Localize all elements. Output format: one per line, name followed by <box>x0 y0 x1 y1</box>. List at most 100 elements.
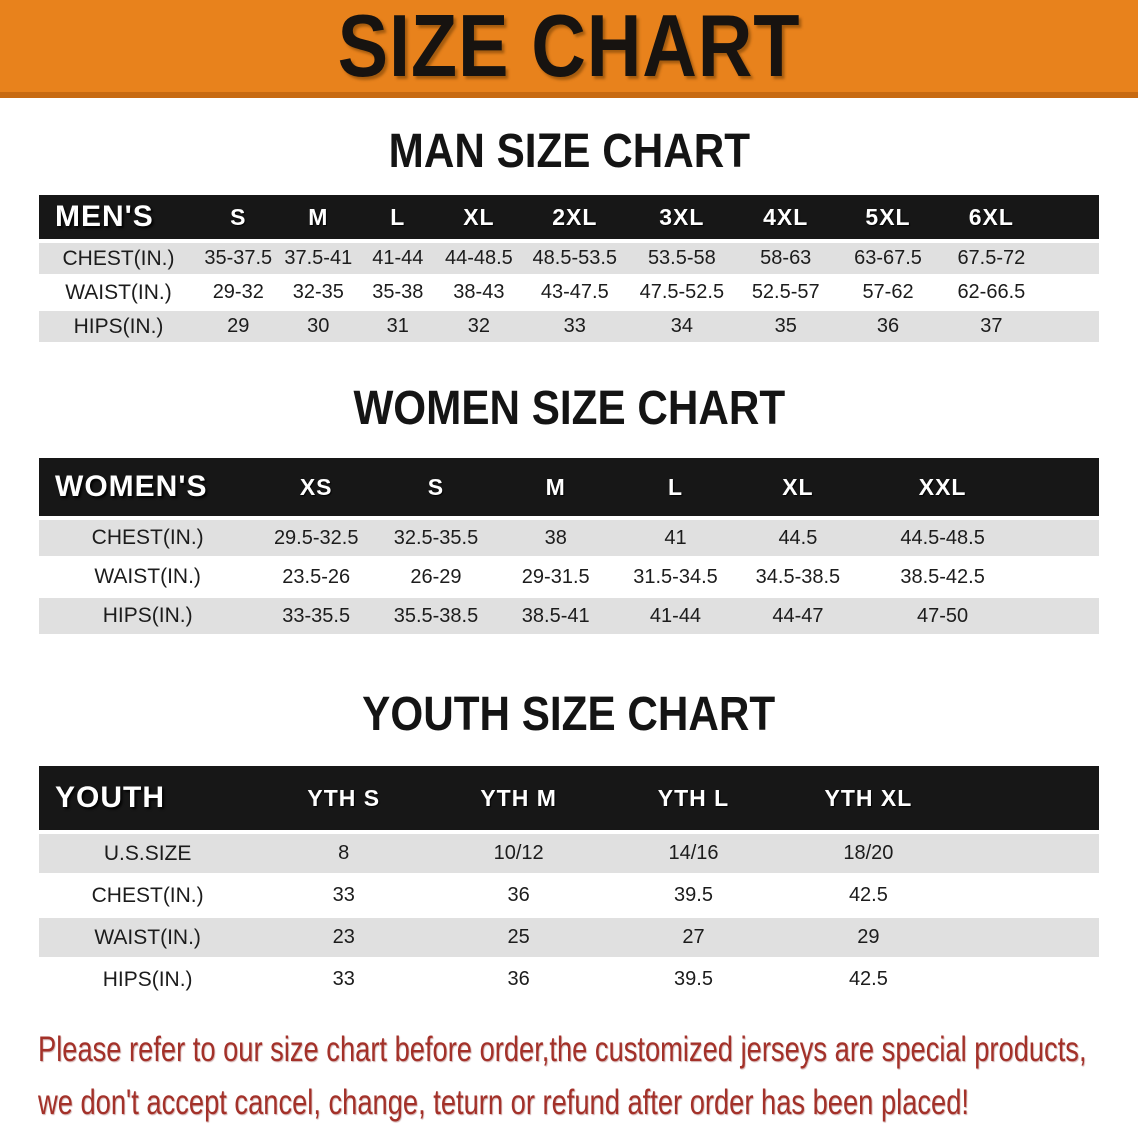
value-cell: 29.5-32.5 <box>256 520 377 559</box>
value-cell: 31 <box>358 311 438 345</box>
spacer-cell <box>1043 277 1099 311</box>
spacer-cell <box>955 876 1099 918</box>
value-cell: 30 <box>278 311 359 345</box>
row-label-cell: WAIST(IN.) <box>39 918 257 960</box>
value-cell: 38.5-42.5 <box>860 559 1025 598</box>
value-cell: 44.5-48.5 <box>860 520 1025 559</box>
table-row: HIPS(IN.) 33 36 39.5 42.5 <box>39 960 1099 1002</box>
table-row: HIPS(IN.) 29 30 31 32 33 34 35 36 37 <box>39 311 1099 345</box>
value-cell: 44-48.5 <box>437 243 521 277</box>
row-label-cell: WAIST(IN.) <box>39 277 198 311</box>
table-row: WAIST(IN.) 29-32 32-35 35-38 38-43 43-47… <box>39 277 1099 311</box>
spacer-cell <box>1043 195 1099 243</box>
value-cell: 41-44 <box>358 243 438 277</box>
row-label-cell: CHEST(IN.) <box>39 520 257 559</box>
value-cell: 41 <box>615 520 736 559</box>
size-header-cell: YTH S <box>256 766 432 834</box>
youth-section-title-text: YOUTH SIZE CHART <box>362 688 776 741</box>
spacer-cell <box>1024 520 1099 559</box>
value-cell: 38-43 <box>437 277 521 311</box>
youth-section-title: YOUTH SIZE CHART <box>0 637 1138 766</box>
value-cell: 33 <box>256 960 432 1002</box>
value-cell: 29-31.5 <box>495 559 616 598</box>
value-cell: 41-44 <box>615 598 736 637</box>
value-cell: 57-62 <box>837 277 939 311</box>
size-header-cell: XL <box>735 458 861 520</box>
value-cell: 35.5-38.5 <box>376 598 496 637</box>
value-cell: 31.5-34.5 <box>615 559 736 598</box>
size-header-cell: YTH M <box>431 766 607 834</box>
value-cell: 10/12 <box>431 834 607 876</box>
value-cell: 62-66.5 <box>938 277 1044 311</box>
size-header-cell: 4XL <box>734 195 838 243</box>
value-cell: 36 <box>837 311 939 345</box>
value-cell: 36 <box>431 960 607 1002</box>
value-cell: 37 <box>938 311 1044 345</box>
size-header-cell: YTH XL <box>780 766 956 834</box>
size-header-cell: 6XL <box>938 195 1044 243</box>
disclaimer: Please refer to our size chart before or… <box>0 1028 1138 1126</box>
value-cell: 42.5 <box>780 876 956 918</box>
women-group-label: WOMEN'S <box>39 458 257 520</box>
spacer-cell <box>1024 598 1099 637</box>
value-cell: 29-32 <box>198 277 279 311</box>
men-header-row: MEN'S S M L XL 2XL 3XL 4XL 5XL 6XL <box>39 195 1099 243</box>
value-cell: 36 <box>431 876 607 918</box>
value-cell: 42.5 <box>780 960 956 1002</box>
men-size-table: MEN'S S M L XL 2XL 3XL 4XL 5XL 6XL CHEST… <box>39 195 1099 345</box>
row-label-cell: U.S.SIZE <box>39 834 257 876</box>
value-cell: 8 <box>256 834 432 876</box>
spacer-cell <box>955 918 1099 960</box>
youth-size-table: YOUTH YTH S YTH M YTH L YTH XL U.S.SIZE … <box>39 766 1099 1002</box>
size-header-cell: XS <box>256 458 377 520</box>
value-cell: 67.5-72 <box>938 243 1044 277</box>
row-label-cell: CHEST(IN.) <box>39 243 198 277</box>
women-section-title: WOMEN SIZE CHART <box>0 345 1138 458</box>
size-header-cell: XL <box>437 195 521 243</box>
value-cell: 38 <box>495 520 616 559</box>
value-cell: 23 <box>256 918 432 960</box>
table-row: HIPS(IN.) 33-35.5 35.5-38.5 38.5-41 41-4… <box>39 598 1099 637</box>
disclaimer-line-1: Please refer to our size chart before or… <box>38 1030 1087 1069</box>
value-cell: 44-47 <box>735 598 861 637</box>
row-label-cell: HIPS(IN.) <box>39 598 257 637</box>
row-label-cell: CHEST(IN.) <box>39 876 257 918</box>
table-row: CHEST(IN.) 35-37.5 37.5-41 41-44 44-48.5… <box>39 243 1099 277</box>
women-section: WOMEN SIZE CHART WOMEN'S XS S M L XL XXL… <box>0 345 1138 637</box>
value-cell: 14/16 <box>606 834 781 876</box>
youth-header-row: YOUTH YTH S YTH M YTH L YTH XL <box>39 766 1099 834</box>
value-cell: 48.5-53.5 <box>520 243 630 277</box>
spacer-cell <box>1043 243 1099 277</box>
men-section-title: MAN SIZE CHART <box>0 98 1138 195</box>
table-row: CHEST(IN.) 33 36 39.5 42.5 <box>39 876 1099 918</box>
table-row: U.S.SIZE 8 10/12 14/16 18/20 <box>39 834 1099 876</box>
value-cell: 33 <box>520 311 630 345</box>
size-header-cell: M <box>278 195 359 243</box>
value-cell: 58-63 <box>734 243 838 277</box>
spacer-cell <box>955 960 1099 1002</box>
value-cell: 44.5 <box>735 520 861 559</box>
value-cell: 39.5 <box>606 960 781 1002</box>
value-cell: 29 <box>780 918 956 960</box>
value-cell: 25 <box>431 918 607 960</box>
youth-group-label: YOUTH <box>39 766 257 834</box>
value-cell: 23.5-26 <box>256 559 377 598</box>
size-header-cell: L <box>615 458 736 520</box>
value-cell: 39.5 <box>606 876 781 918</box>
value-cell: 52.5-57 <box>734 277 838 311</box>
women-section-title-text: WOMEN SIZE CHART <box>353 382 785 435</box>
size-header-cell: M <box>495 458 616 520</box>
women-header-row: WOMEN'S XS S M L XL XXL <box>39 458 1099 520</box>
banner: SIZE CHART <box>0 0 1138 98</box>
row-label-cell: WAIST(IN.) <box>39 559 257 598</box>
size-header-cell: S <box>376 458 496 520</box>
value-cell: 38.5-41 <box>495 598 616 637</box>
value-cell: 18/20 <box>780 834 956 876</box>
value-cell: 43-47.5 <box>520 277 630 311</box>
size-header-cell: L <box>358 195 438 243</box>
disclaimer-line-2: we don't accept cancel, change, teturn o… <box>38 1082 969 1122</box>
spacer-cell <box>955 834 1099 876</box>
value-cell: 53.5-58 <box>629 243 735 277</box>
value-cell: 47.5-52.5 <box>629 277 735 311</box>
value-cell: 35-38 <box>358 277 438 311</box>
